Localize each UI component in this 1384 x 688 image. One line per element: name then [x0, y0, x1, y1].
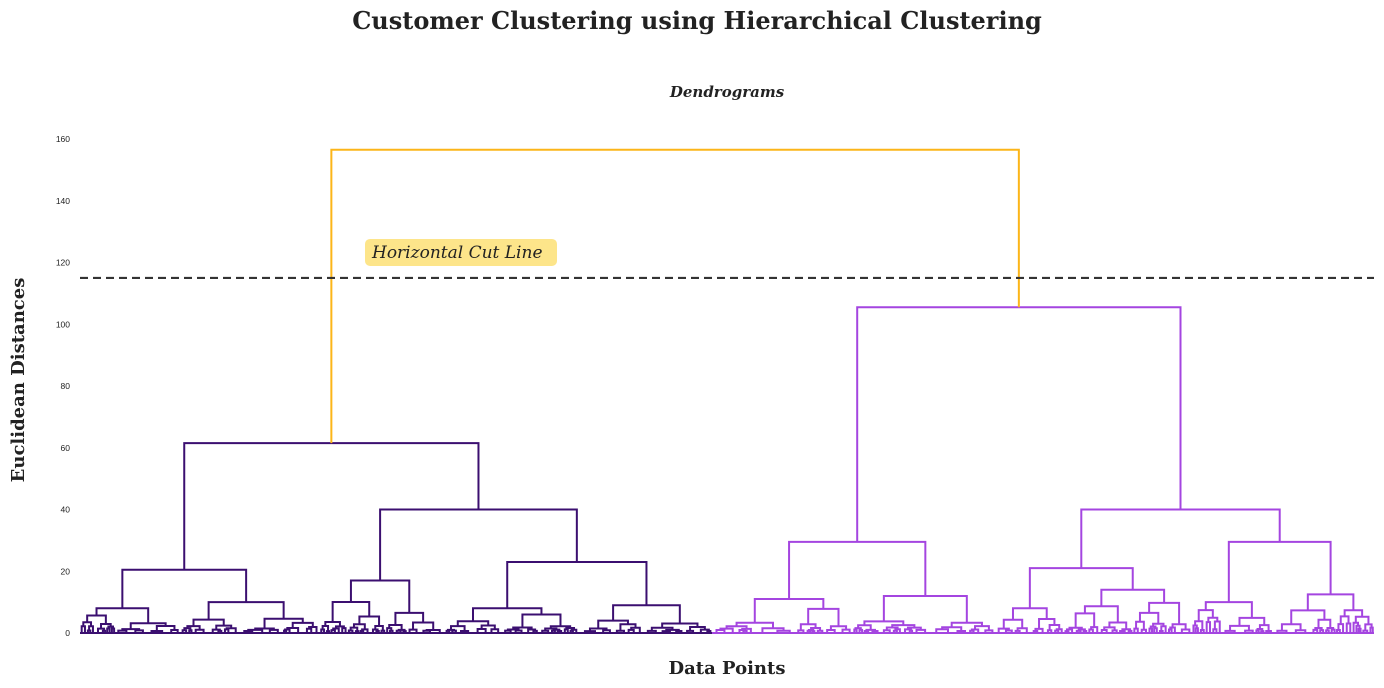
y-axis-ticks: 0 20 40 60 80 100 120 140 160: [56, 134, 70, 638]
dendrogram-link: [1038, 617, 1056, 629]
dendrogram-link: [506, 628, 520, 631]
dendrogram-link: [446, 628, 456, 631]
dendrogram-link: [856, 306, 1182, 542]
x-axis-label: Data Points: [669, 658, 786, 679]
dendrogram-link: [107, 625, 114, 629]
dendrogram-link: [1345, 622, 1352, 633]
dendrogram-link: [207, 601, 285, 620]
dendrogram-link: [1227, 540, 1332, 603]
dendrogram-link: [1306, 593, 1355, 611]
dendrogram-link: [183, 627, 192, 631]
horizontal-cut-line-group: Horizontal Cut Line: [80, 238, 1374, 280]
chart-title: Dendrograms: [669, 83, 785, 101]
y-tick-label: 80: [61, 381, 71, 391]
dendrogram-link: [330, 148, 1020, 444]
y-tick-label: 160: [56, 134, 70, 144]
dendrogram-link: [1077, 628, 1086, 632]
dendrogram-link: [80, 625, 86, 633]
dendrogram-link: [1314, 627, 1323, 631]
dendrogram-link: [379, 508, 578, 581]
dendrogram-link: [1080, 508, 1281, 569]
y-tick-label: 40: [61, 505, 71, 515]
y-tick-label: 0: [65, 628, 70, 638]
dendrogram-link: [1002, 618, 1024, 629]
y-tick-label: 20: [61, 566, 71, 576]
dendrogram-link: [882, 594, 968, 623]
figure-title: Customer Clustering using Hierarchical C…: [352, 6, 1042, 35]
dendrogram-link: [506, 560, 648, 609]
dendrogram-link: [349, 579, 411, 613]
y-tick-label: 140: [56, 196, 70, 206]
dendrogram-link: [1197, 609, 1214, 622]
dendrogram-link: [1317, 618, 1332, 629]
y-tick-label: 100: [56, 319, 70, 329]
dendrogram-link: [753, 598, 825, 623]
y-axis-label: Euclidean Distances: [8, 278, 29, 483]
dendrogram-link: [807, 629, 815, 632]
dendrogram-links: [80, 148, 1374, 634]
y-tick-label: 120: [56, 258, 70, 268]
cut-line-label-box: [365, 238, 557, 266]
y-tick-label: 60: [61, 443, 71, 453]
dendrogram-link: [183, 442, 480, 570]
dendrogram-link: [1028, 567, 1134, 609]
dendrogram-link: [1205, 621, 1212, 633]
dendrogram-link: [331, 601, 371, 623]
cut-line-label: Horizontal Cut Line: [371, 243, 543, 263]
dendrogram-link: [1074, 612, 1096, 628]
dendrogram-link: [788, 540, 927, 600]
